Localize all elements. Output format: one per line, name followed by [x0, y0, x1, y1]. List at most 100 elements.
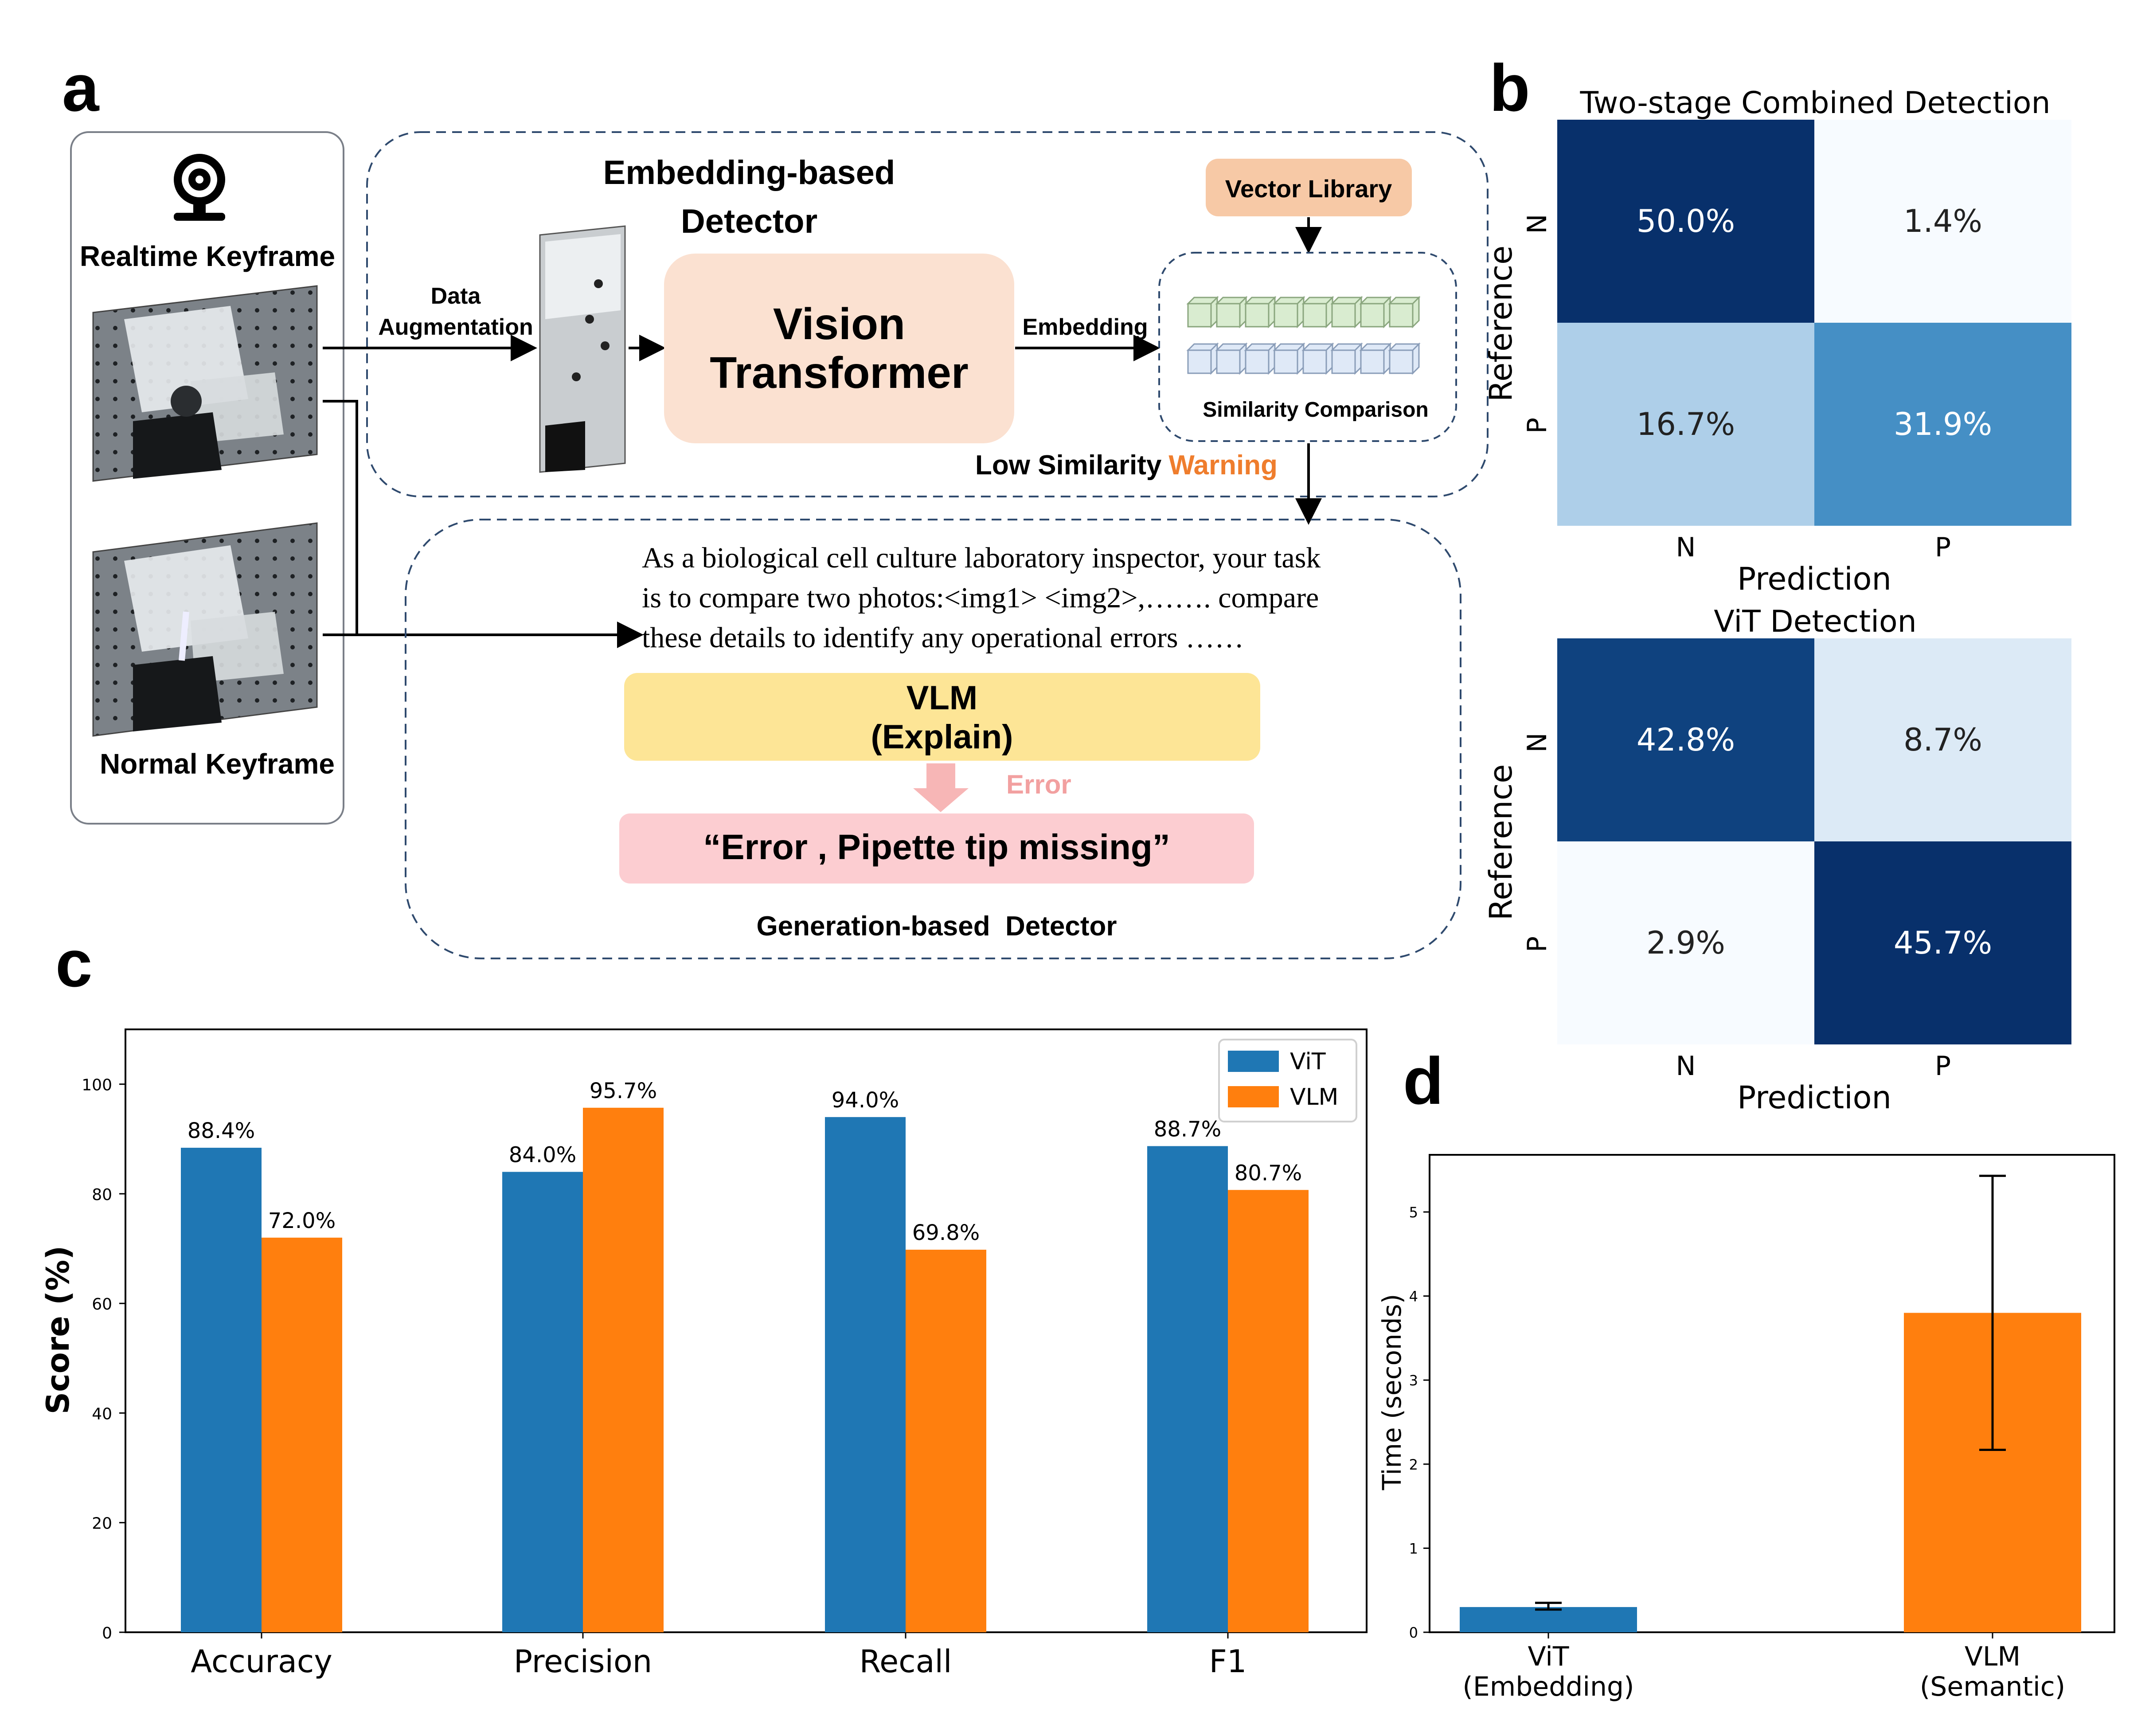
- vision-transformer-block: [664, 254, 1014, 443]
- embedding-label: Embedding: [1022, 314, 1148, 340]
- embedding-cube: [1359, 342, 1392, 375]
- confusion-matrix-two-stage: Two-stage Combined Detection 50.0% 1.4% 16…: [1483, 86, 2071, 597]
- cm-xlabel: Prediction: [1737, 561, 1891, 597]
- panel-label-c: c: [55, 926, 92, 1001]
- legend-label-vlm: VLM: [1290, 1084, 1338, 1110]
- x-tick-label: (Semantic): [1920, 1671, 2065, 1702]
- similarity-comparison-label: Similarity Comparison: [1203, 398, 1428, 422]
- chart-c-legend: ViT VLM: [1218, 1039, 1357, 1122]
- chart-d-ylabel: Time (seconds): [1377, 1294, 1407, 1491]
- y-tick-label: 100: [82, 1076, 112, 1095]
- y-tick-label: 80: [92, 1186, 112, 1204]
- bar-data-label: 72.0%: [268, 1208, 336, 1233]
- confusion-matrix-vit: ViT Detection 42.8% 8.7% 2.9% 45.7% N P N P…: [1483, 604, 2071, 1116]
- panel-label-d: d: [1403, 1044, 1444, 1118]
- chart-c-axes-frame: [125, 1028, 1368, 1633]
- embedding-cube: [1186, 342, 1219, 375]
- chart-c-ylabel: Score (%): [40, 1246, 76, 1415]
- cm-col-label-n: N: [1676, 532, 1696, 563]
- vlm-label-2: (Explain): [871, 718, 1013, 756]
- vlm-block: [624, 673, 1260, 761]
- time-bar-chart: 0 1 2 3 4 5 ViT(Embedding) VLM(Semantic) Time …: [1377, 1154, 2115, 1702]
- error-bar: [1535, 1602, 1562, 1611]
- cm-cell: [1557, 323, 1814, 526]
- error-down-arrow: [913, 763, 969, 812]
- prompt-line-2: is to compare two photos:<img1> <img2>,……: [642, 582, 1319, 614]
- cm-cell-value: 42.8%: [1637, 722, 1735, 758]
- embedding-cube: [1388, 296, 1421, 328]
- low-similarity-warning: Low Similarity Warning: [975, 450, 1278, 481]
- cm-cell: [1557, 638, 1814, 841]
- bar-data-label: 95.7%: [590, 1079, 657, 1103]
- cm-cell-value: 8.7%: [1903, 722, 1982, 758]
- arrow-keyframes-to-prompt: [323, 400, 644, 648]
- cm-cell: [1557, 120, 1814, 323]
- bar-vlm-f1: [1228, 1190, 1309, 1632]
- y-tick-label: 20: [92, 1515, 112, 1533]
- chart-d-axes-frame: [1429, 1154, 2115, 1633]
- metrics-bar-chart: 88.4% 72.0% 84.0% 95.7% 94.0% 69.8% 88.7% 80.7%…: [40, 1028, 1368, 1680]
- embedding-vector-green: [1186, 296, 1421, 328]
- normal-keyframe-label: Normal Keyframe: [100, 748, 335, 780]
- webcam-icon: [174, 154, 225, 221]
- cm-row-label-n: N: [1522, 214, 1553, 234]
- x-tick-label: F1: [1209, 1643, 1247, 1680]
- embedding-detector-box: [366, 131, 1489, 497]
- embedding-cube: [1186, 296, 1219, 328]
- prompt-line-1: As a biological cell culture laboratory …: [642, 542, 1321, 574]
- x-tick-label: (Embedding): [1462, 1671, 1634, 1702]
- error-output-text: “Error , Pipette tip missing”: [703, 827, 1170, 867]
- embedding-cube: [1244, 296, 1277, 328]
- cm-cell-value: 2.9%: [1646, 925, 1725, 961]
- prompt-line-3: these details to identify any operationa…: [642, 622, 1244, 654]
- x-tick-label: Recall: [860, 1643, 952, 1680]
- bar-vit-precision: [502, 1172, 583, 1632]
- bar-data-label: 88.7%: [1154, 1117, 1221, 1142]
- embedding-cube: [1388, 342, 1421, 375]
- cm-cell: [1814, 323, 2071, 526]
- normal-keyframe-image: [92, 522, 318, 737]
- vlm-label-1: VLM: [907, 679, 977, 717]
- cm-cell-value: 1.4%: [1903, 203, 1982, 239]
- embedding-detector-title-2: Detector: [681, 203, 817, 240]
- data-augmentation-label-2: Augmentation: [378, 314, 533, 340]
- error-label: Error: [1006, 770, 1071, 799]
- cm-cell-value: 31.9%: [1894, 406, 1992, 442]
- cm-title: Two-stage Combined Detection: [1579, 86, 2050, 121]
- embedding-cube: [1301, 342, 1334, 375]
- panel-label-a: a: [62, 51, 100, 125]
- embedding-cube: [1301, 296, 1334, 328]
- legend-swatch-vit: [1228, 1051, 1279, 1072]
- x-tick-label: ViT: [1528, 1641, 1569, 1672]
- bar-vit-accuracy: [181, 1148, 262, 1632]
- embedding-cube: [1273, 296, 1305, 328]
- cm-ylabel: Reference: [1483, 246, 1519, 402]
- vector-library-box: [1206, 159, 1412, 216]
- y-tick-label: 40: [92, 1405, 112, 1423]
- time-bar-0: [1460, 1607, 1637, 1632]
- embedding-detector-title-1: Embedding-based: [603, 154, 895, 192]
- embedding-cube: [1330, 342, 1363, 375]
- cm-row-label-n: N: [1522, 733, 1553, 753]
- embedding-cube: [1359, 296, 1392, 328]
- y-tick-label: 1: [1409, 1540, 1418, 1557]
- realtime-keyframe-label: Realtime Keyframe: [80, 240, 335, 272]
- y-tick-label: 3: [1409, 1372, 1418, 1389]
- cm-ylabel: Reference: [1483, 764, 1519, 921]
- y-tick-label: 5: [1409, 1204, 1418, 1221]
- warning-label: Warning: [1168, 450, 1278, 481]
- bar-vlm-recall: [906, 1250, 986, 1632]
- cm-cell: [1557, 841, 1814, 1044]
- generation-detector-title: Generation-based Detector: [756, 911, 1117, 942]
- low-similarity-label: Low Similarity: [975, 450, 1162, 481]
- x-tick-label: Accuracy: [191, 1643, 332, 1680]
- y-tick-label: 4: [1409, 1288, 1418, 1305]
- generation-detector-box: [405, 519, 1461, 959]
- y-tick-label: 2: [1409, 1456, 1418, 1473]
- cm-col-label-n: N: [1676, 1051, 1696, 1082]
- similarity-comparison-box: [1158, 252, 1457, 442]
- bar-vit-f1: [1147, 1146, 1228, 1632]
- cm-cell: [1814, 638, 2071, 841]
